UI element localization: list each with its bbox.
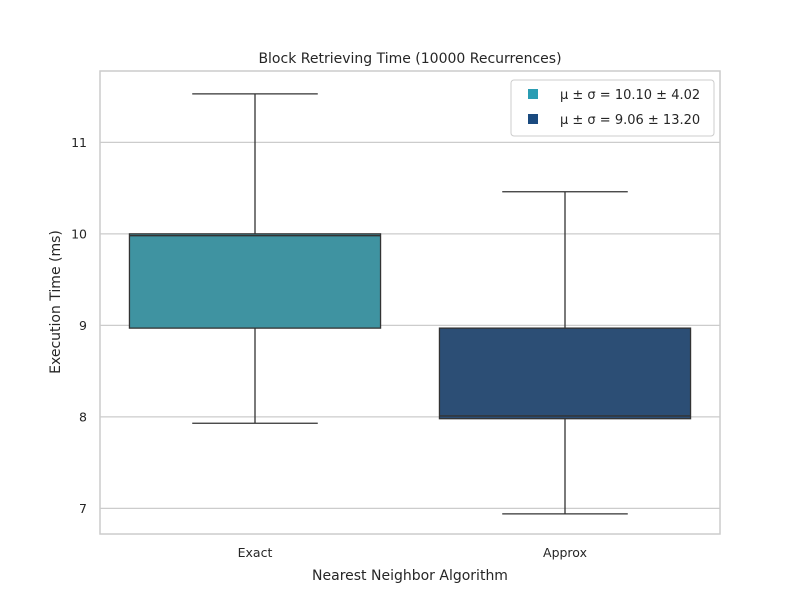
- legend-label: μ ± σ = 10.10 ± 4.02: [560, 88, 700, 103]
- legend: μ ± σ = 10.10 ± 4.02 μ ± σ = 9.06 ± 13.20: [510, 79, 715, 137]
- y-tick-labels: 7 8 9 10 11: [71, 135, 87, 516]
- iqr-box: [128, 233, 382, 329]
- x-tick-label: Exact: [238, 545, 273, 560]
- y-tick-label: 11: [71, 135, 87, 150]
- box-layer: [128, 93, 692, 515]
- y-tick-label: 7: [79, 501, 87, 516]
- legend-marker: [528, 89, 538, 99]
- legend-label: μ ± σ = 9.06 ± 13.20: [560, 113, 700, 128]
- box-exact: [128, 93, 382, 424]
- iqr-box: [438, 327, 692, 420]
- x-axis-label: Nearest Neighbor Algorithm: [312, 568, 508, 584]
- legend-box: [510, 79, 715, 137]
- y-tick-label: 9: [79, 318, 87, 333]
- plot-frame: [99, 70, 721, 535]
- y-tick-label: 8: [79, 409, 87, 424]
- chart-title: Block Retrieving Time (10000 Recurrences…: [258, 51, 561, 67]
- x-tick-label: Approx: [543, 545, 587, 560]
- box-approx: [438, 191, 692, 515]
- legend-marker: [528, 114, 538, 124]
- y-tick-label: 10: [71, 226, 87, 241]
- x-tick-labels: Exact Approx: [238, 545, 587, 560]
- y-axis-label: Execution Time (ms): [48, 230, 64, 374]
